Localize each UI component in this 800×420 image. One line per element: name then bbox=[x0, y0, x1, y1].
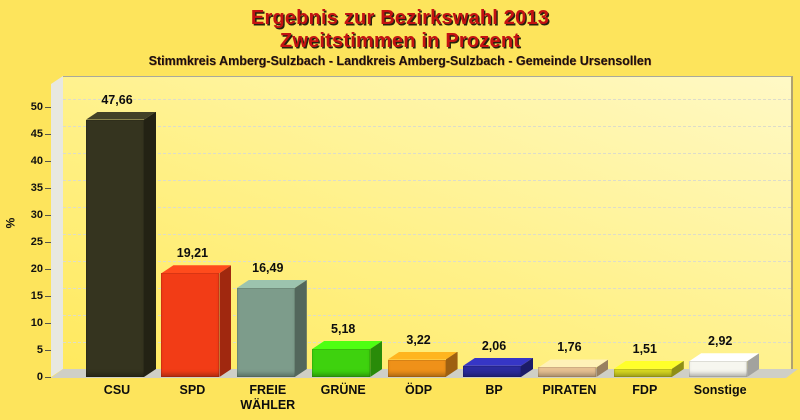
gridline bbox=[63, 234, 791, 235]
bar-value-label: 3,22 bbox=[406, 332, 431, 347]
gridline bbox=[63, 207, 791, 208]
y-tick-label: 35 bbox=[30, 182, 43, 194]
bar-value-label: 47,66 bbox=[101, 92, 133, 107]
x-axis-label-gr-ne: GRÜNE bbox=[320, 383, 366, 397]
bar-right-face-freie-w-hler bbox=[295, 280, 307, 377]
bar-right-face-gr-ne bbox=[370, 341, 382, 377]
gridline bbox=[63, 261, 791, 262]
bar-value-label: 2,06 bbox=[481, 338, 507, 353]
bar-value-label: 19,21 bbox=[176, 246, 209, 261]
chart-region-subtitle: Stimmkreis Amberg-Sulzbach - Landkreis A… bbox=[148, 54, 652, 68]
y-tick-mark bbox=[45, 269, 51, 270]
bar-value-label: 16,49 bbox=[252, 260, 284, 275]
gridline bbox=[63, 315, 791, 316]
gridline bbox=[63, 153, 791, 154]
bar-value-label: 2,92 bbox=[708, 334, 733, 349]
bar--dp bbox=[387, 359, 446, 377]
y-tick-label: 25 bbox=[30, 236, 43, 248]
gridline bbox=[63, 180, 791, 181]
y-tick-mark bbox=[45, 134, 51, 135]
y-tick-mark bbox=[45, 296, 51, 297]
bar-value-label: 1,76 bbox=[557, 340, 582, 355]
bar-piraten bbox=[538, 367, 597, 377]
gridline bbox=[63, 342, 791, 343]
gridline bbox=[63, 99, 791, 100]
x-axis-label--dp: ÖDP bbox=[405, 383, 433, 397]
bar-top-face-gr-ne bbox=[312, 341, 382, 349]
bar-right-face--dp bbox=[446, 352, 458, 377]
x-axis-label-csu: CSU bbox=[103, 383, 131, 397]
gridline bbox=[63, 288, 791, 289]
y-tick-mark bbox=[45, 215, 51, 216]
bar-spd bbox=[161, 273, 220, 377]
y-tick-label: 30 bbox=[30, 209, 43, 221]
y-tick-label: 50 bbox=[30, 101, 43, 113]
bar-top-face-fdp bbox=[614, 361, 684, 369]
x-axis-label-piraten: PIRATEN bbox=[542, 383, 597, 397]
x-axis-label-freie-w-hler: FREIE WÄHLER bbox=[240, 383, 296, 412]
bar-top-face-sonstige bbox=[689, 353, 759, 361]
bar-gr-ne bbox=[312, 349, 371, 377]
bar-top-face-csu bbox=[86, 112, 156, 120]
bar-top-face-piraten bbox=[538, 359, 608, 367]
y-tick-mark bbox=[45, 188, 51, 189]
bar-top-face-spd bbox=[161, 265, 231, 273]
y-tick-mark bbox=[45, 161, 51, 162]
x-axis-label-bp: BP bbox=[485, 383, 503, 397]
y-tick-mark bbox=[45, 350, 51, 351]
y-tick-label: 5 bbox=[36, 344, 43, 356]
bar-freie-w-hler bbox=[236, 287, 295, 377]
y-tick-mark bbox=[45, 323, 51, 324]
y-tick-label: 20 bbox=[30, 263, 43, 275]
y-tick-label: 40 bbox=[30, 155, 43, 167]
plot-left-wall-3d bbox=[51, 76, 63, 377]
bar-sonstige bbox=[689, 361, 748, 377]
bar-top-face-freie-w-hler bbox=[237, 280, 307, 288]
y-tick-mark bbox=[45, 107, 51, 108]
y-tick-label: 15 bbox=[30, 290, 43, 302]
x-axis-label-sonstige: Sonstige bbox=[693, 383, 747, 397]
bar-csu bbox=[86, 119, 144, 377]
chart-title-line1: Ergebnis zur Bezirkswahl 2013 bbox=[250, 7, 550, 29]
bar-value-label: 1,51 bbox=[632, 341, 657, 356]
x-axis-label-spd: SPD bbox=[179, 383, 206, 397]
y-tick-label: 45 bbox=[30, 128, 43, 140]
y-tick-mark bbox=[45, 242, 51, 243]
y-tick-label: 0 bbox=[36, 371, 43, 383]
bar-top-face--dp bbox=[388, 352, 458, 360]
y-tick-mark bbox=[45, 377, 51, 378]
bar-bp bbox=[463, 365, 521, 377]
y-tick-label: 10 bbox=[30, 317, 43, 329]
bar-right-face-csu bbox=[144, 112, 156, 377]
x-axis-label-fdp: FDP bbox=[632, 383, 658, 397]
bar-value-label: 5,18 bbox=[331, 322, 356, 337]
chart-title-line2: Zweitstimmen in Prozent bbox=[279, 30, 521, 52]
bar-top-face-bp bbox=[463, 358, 533, 366]
bar-right-face-spd bbox=[219, 265, 231, 377]
bar-fdp bbox=[613, 368, 672, 377]
gridline bbox=[63, 126, 791, 127]
